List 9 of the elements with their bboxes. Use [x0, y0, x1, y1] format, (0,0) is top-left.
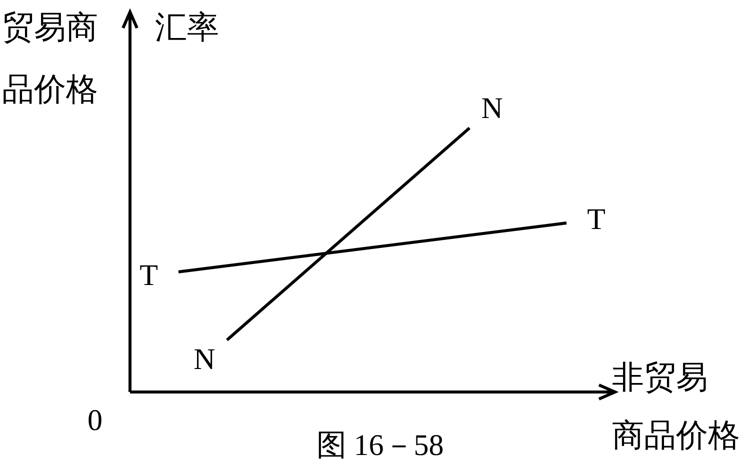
series-label: T [140, 259, 158, 292]
series-label: N [194, 343, 216, 376]
x-axis-title: 非贸易商品价格 [612, 359, 740, 453]
text: 图 16－58 [316, 429, 444, 462]
text: 汇率 [155, 9, 219, 45]
text: N [481, 92, 503, 125]
y-axis-title: 贸易商品价格 [2, 9, 98, 107]
text: 0 [88, 404, 102, 437]
text: T [587, 202, 606, 236]
